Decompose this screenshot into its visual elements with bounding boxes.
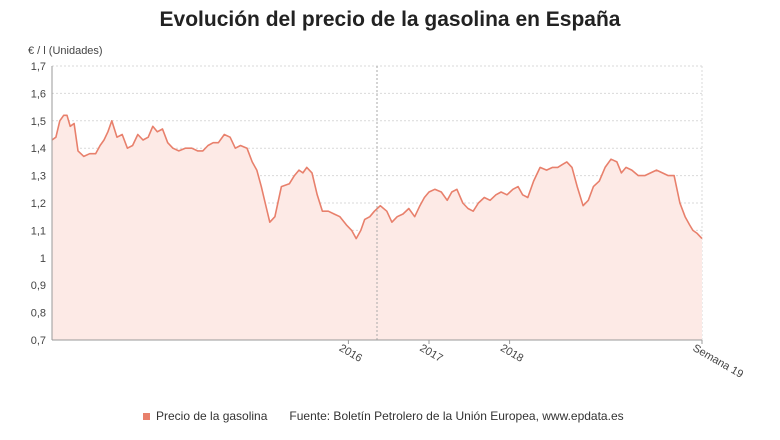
x-tick-label: Semana 19 [691, 342, 746, 381]
source-note: Fuente: Boletín Petrolero de la Unión Eu… [289, 409, 624, 423]
x-tick-label: 2016 [337, 342, 364, 365]
chart-title: Evolución del precio de la gasolina en E… [159, 8, 621, 31]
y-tick-label: 1,5 [31, 116, 46, 128]
y-tick-label: 1,6 [31, 88, 46, 100]
y-tick-label: 1,4 [31, 143, 46, 155]
y-tick-labels: 0,7 0,8 0,9 1 1,1 1,2 1,3 1,4 1,5 1,6 1,7 [31, 61, 46, 347]
y-tick-label: 1,3 [31, 171, 46, 183]
x-tick-label: 2018 [498, 342, 525, 365]
x-tick-label: 2017 [418, 342, 445, 365]
axes [51, 66, 702, 341]
legend-series-label: Precio de la gasolina [156, 409, 268, 423]
y-tick-label: 1,2 [31, 198, 46, 210]
legend-swatch [143, 412, 150, 420]
y-tick-label: 0,8 [31, 308, 46, 320]
y-axis-label: € / l (Unidades) [28, 45, 103, 57]
series-line [51, 114, 703, 240]
x-tick-labels: 2016 2017 2018 Semana 19 [337, 340, 745, 381]
y-tick-label: 0,9 [31, 280, 46, 292]
y-tick-label: 1 [40, 253, 46, 265]
legend: Precio de la gasolina Fuente: Boletín Pe… [143, 409, 624, 423]
y-tick-label: 1,7 [31, 61, 46, 73]
y-tick-label: 0,7 [31, 335, 46, 347]
y-tick-label: 1,1 [31, 225, 46, 237]
